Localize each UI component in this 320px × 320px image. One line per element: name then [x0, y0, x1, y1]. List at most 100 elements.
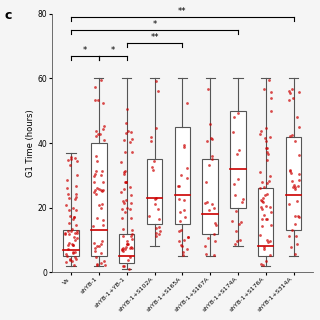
Text: *: *	[83, 46, 87, 55]
Point	[292, 138, 298, 143]
Point	[74, 207, 79, 212]
Point	[233, 208, 238, 213]
Point	[296, 89, 301, 94]
Point	[152, 202, 157, 207]
FancyBboxPatch shape	[175, 127, 190, 224]
Point	[258, 186, 263, 191]
Point	[293, 233, 298, 238]
Point	[179, 173, 184, 178]
Point	[70, 241, 75, 246]
Point	[185, 100, 190, 105]
Point	[263, 126, 268, 131]
Point	[232, 182, 237, 187]
Point	[207, 162, 212, 167]
Point	[100, 223, 105, 228]
Point	[125, 238, 130, 243]
Point	[288, 171, 293, 176]
Point	[292, 182, 297, 187]
Point	[94, 255, 99, 260]
Point	[67, 196, 72, 201]
Point	[130, 149, 135, 154]
Point	[74, 158, 79, 163]
Point	[95, 97, 100, 102]
Point	[264, 139, 269, 144]
Point	[92, 241, 97, 246]
Point	[296, 178, 301, 183]
Text: *: *	[152, 20, 156, 29]
Point	[65, 186, 70, 191]
Point	[287, 167, 292, 172]
Point	[181, 144, 187, 149]
Point	[258, 232, 263, 237]
Point	[70, 250, 75, 255]
Point	[184, 246, 189, 251]
Point	[129, 234, 134, 239]
Point	[268, 209, 274, 214]
Point	[186, 235, 191, 240]
Point	[294, 198, 300, 204]
Point	[66, 231, 71, 236]
Point	[263, 146, 268, 151]
Point	[288, 244, 293, 249]
Point	[233, 229, 238, 234]
Point	[100, 127, 106, 132]
Point	[65, 177, 70, 182]
Point	[208, 136, 213, 141]
Point	[156, 231, 161, 236]
Point	[94, 262, 100, 268]
Point	[66, 247, 71, 252]
Point	[68, 257, 73, 262]
Point	[178, 209, 183, 214]
Point	[295, 213, 300, 218]
Point	[202, 243, 207, 248]
Point	[102, 123, 107, 128]
Point	[184, 166, 189, 171]
Text: **: **	[178, 7, 187, 16]
Point	[121, 171, 126, 176]
Point	[122, 149, 127, 154]
Point	[119, 246, 124, 252]
Point	[153, 225, 158, 230]
Point	[69, 156, 74, 162]
Point	[66, 242, 71, 247]
Point	[177, 183, 182, 188]
Point	[64, 253, 69, 258]
Point	[157, 228, 163, 233]
Point	[258, 170, 263, 175]
Point	[181, 237, 186, 243]
Point	[264, 157, 269, 162]
Point	[130, 245, 135, 250]
Point	[96, 244, 101, 249]
Point	[259, 180, 264, 185]
Point	[265, 180, 270, 186]
Point	[260, 198, 265, 204]
Point	[292, 222, 297, 227]
Point	[264, 204, 269, 209]
Point	[148, 135, 154, 140]
Point	[151, 158, 156, 164]
Point	[99, 188, 104, 193]
Point	[93, 98, 98, 103]
Point	[260, 224, 265, 229]
Point	[122, 186, 127, 191]
Point	[212, 205, 217, 210]
Point	[126, 266, 131, 271]
FancyBboxPatch shape	[91, 143, 107, 256]
Point	[124, 180, 129, 185]
Point	[92, 249, 97, 254]
Point	[185, 235, 190, 240]
Point	[120, 234, 125, 239]
Point	[69, 258, 75, 263]
Point	[68, 213, 73, 219]
Point	[213, 222, 218, 227]
Point	[258, 261, 263, 267]
Point	[205, 235, 210, 240]
Point	[213, 220, 218, 226]
Point	[235, 111, 240, 116]
Point	[92, 245, 97, 251]
Point	[233, 192, 238, 197]
Point	[74, 184, 79, 189]
Point	[287, 169, 292, 174]
Point	[262, 246, 267, 252]
Point	[73, 255, 78, 260]
